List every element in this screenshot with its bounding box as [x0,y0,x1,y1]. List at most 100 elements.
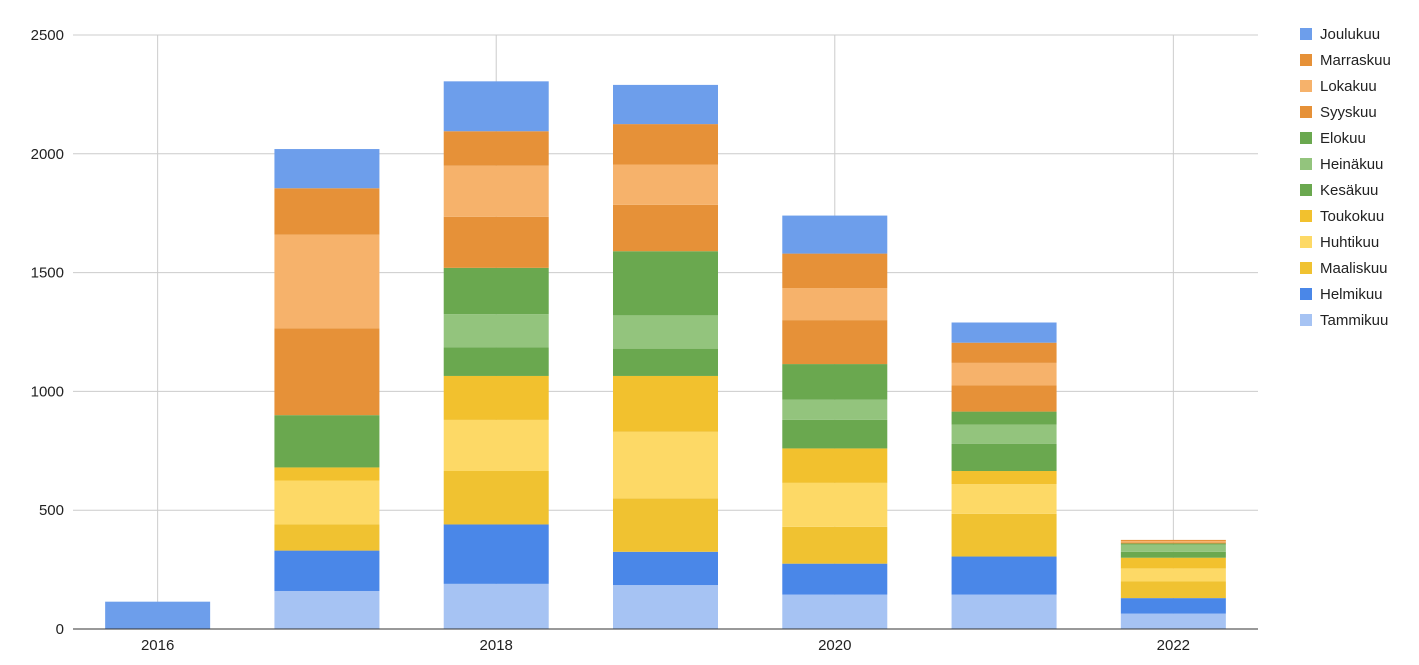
legend: Joulukuu Marraskuu Lokakuu Syyskuu Elokuu Hei… [1300,26,1391,329]
legend-item[interactable]: Syyskuu [1300,104,1377,121]
bar-segment-kesäkuu [1120,551,1226,558]
legend-swatch [1300,158,1312,170]
bar-segment-joulukuu [951,322,1057,343]
bar-segment-heinäkuu [613,315,718,349]
bar-segment-syyskuu [274,328,380,416]
bar-segment-joulukuu [782,215,888,254]
bar-segment-heinäkuu [782,399,888,420]
bar-segment-lokakuu [782,288,888,321]
bar-segment-lokakuu [274,234,380,329]
bar-segment-toukokuu [782,448,888,483]
x-tick-label: 2016 [141,637,174,654]
axes: 0 500 1000 1500 2000 2500 2016 2018 2020 2022 [31,27,1258,654]
x-tick-label: 2022 [1157,637,1190,654]
bar-segment-lokakuu [1120,541,1226,543]
bar-segment-elokuu [1120,543,1226,545]
bar-segment-lokakuu [613,164,718,205]
bar-segment-marraskuu [443,131,549,166]
bar-segment-tammikuu [782,594,888,629]
legend-item[interactable]: Tammikuu [1300,312,1388,329]
bar-segment-marraskuu [274,188,380,235]
legend-item[interactable]: Maaliskuu [1300,260,1388,277]
legend-label: Lokakuu [1320,78,1377,95]
bar-segment-syyskuu [951,385,1057,412]
y-tick-label: 500 [39,502,64,519]
bar-segment-tammikuu [274,590,380,629]
legend-swatch [1300,236,1312,248]
bar-segment-elokuu [443,267,549,315]
legend-label: Marraskuu [1320,52,1391,69]
bar-segment-joulukuu [105,601,211,629]
bar-segment-marraskuu [782,253,888,289]
bar-segment-helmikuu [782,563,888,595]
bar-segment-maaliskuu [443,470,549,525]
bar-segment-joulukuu [274,149,380,189]
legend-item[interactable]: Elokuu [1300,130,1366,147]
bar-segment-helmikuu [274,550,380,591]
bar-segment-lokakuu [951,362,1057,386]
legend-label: Maaliskuu [1320,260,1388,277]
bar-segment-heinäkuu [1120,544,1226,552]
bar-segment-kesäkuu [782,419,888,449]
legend-swatch [1300,28,1312,40]
y-tick-label: 0 [56,621,64,638]
legend-swatch [1300,288,1312,300]
bar-segment-kesäkuu [613,348,718,376]
legend-item[interactable]: Kesäkuu [1300,182,1378,199]
legend-label: Toukokuu [1320,208,1384,225]
y-tick-label: 1000 [31,383,64,400]
bar-segment-syyskuu [1120,542,1226,544]
legend-swatch [1300,106,1312,118]
bar-segment-toukokuu [613,375,718,432]
bar-segment-helmikuu [443,524,549,584]
bar-segment-elokuu [782,364,888,400]
legend-swatch [1300,132,1312,144]
bar-segment-lokakuu [443,165,549,217]
bar-segment-toukokuu [1120,557,1226,569]
bar-segment-heinäkuu [443,314,549,348]
bar-segment-joulukuu [613,84,718,125]
legend-label: Heinäkuu [1320,156,1383,173]
bar-segment-helmikuu [613,551,718,586]
bar-segment-marraskuu [1120,539,1226,542]
bar-segment-helmikuu [1120,598,1226,614]
y-tick-label: 2500 [31,27,64,44]
bar-segment-syyskuu [613,204,718,252]
bar-segment-syyskuu [782,320,888,365]
legend-item[interactable]: Heinäkuu [1300,156,1383,173]
bar-segment-toukokuu [951,470,1057,485]
bar-segment-heinäkuu [951,424,1057,444]
bar-segment-helmikuu [951,556,1057,595]
bar-segment-huhtikuu [951,484,1057,514]
bar-segment-huhtikuu [443,419,549,471]
bar-segment-marraskuu [951,342,1057,363]
bar-segment-marraskuu [613,124,718,165]
legend-item[interactable]: Joulukuu [1300,26,1380,43]
bar-segment-tammikuu [951,594,1057,629]
legend-item[interactable]: Helmikuu [1300,286,1383,303]
bar-segment-syyskuu [443,216,549,268]
bar-segment-maaliskuu [951,513,1057,557]
legend-label: Elokuu [1320,130,1366,147]
legend-item[interactable]: Toukokuu [1300,208,1384,225]
legend-label: Helmikuu [1320,286,1383,303]
bar-segment-elokuu [613,251,718,316]
legend-label: Kesäkuu [1320,182,1378,199]
bar-segment-toukokuu [443,375,549,420]
legend-swatch [1300,80,1312,92]
bar-segment-tammikuu [613,585,718,629]
bar-segment-huhtikuu [274,480,380,525]
bar-segment-maaliskuu [613,498,718,552]
bar-segment-tammikuu [1120,613,1226,629]
legend-item[interactable]: Huhtikuu [1300,234,1379,251]
bar-segment-maaliskuu [274,524,380,551]
legend-item[interactable]: Lokakuu [1300,78,1377,95]
y-tick-label: 2000 [31,146,64,163]
bar-segment-toukokuu [274,467,380,481]
bar-segment-huhtikuu [613,431,718,499]
bar-segment-maaliskuu [1120,581,1226,599]
x-tick-label: 2020 [818,637,851,654]
legend-item[interactable]: Marraskuu [1300,52,1391,69]
x-tick-label: 2018 [480,637,513,654]
